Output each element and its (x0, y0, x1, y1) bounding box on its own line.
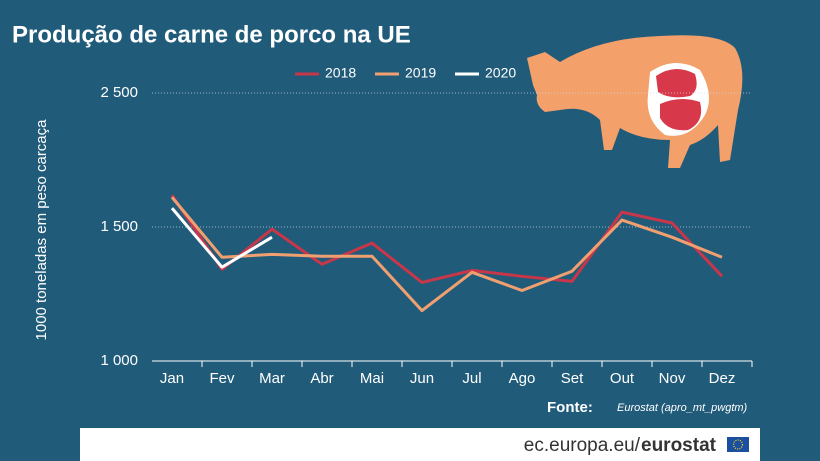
y-tick-label: 2 500 (100, 84, 138, 101)
line-series (170, 194, 724, 284)
eu-flag (727, 437, 749, 452)
y-axis-label: 1000 toneladas em peso carcaça (33, 119, 50, 341)
y-tick-label: 1 500 (100, 218, 138, 235)
footer-brand: eurostat (641, 435, 717, 456)
x-tick-label: Jul (462, 370, 481, 387)
x-tick-label: Mai (360, 370, 384, 387)
x-tick-label: Out (610, 370, 635, 387)
line-series (170, 196, 723, 313)
legend-label: 2018 (325, 65, 356, 81)
x-tick-label: Ago (509, 370, 536, 387)
line-series (170, 207, 273, 269)
x-tick-label: Jan (160, 370, 184, 387)
y-tick-label: 1 000 (100, 352, 138, 369)
x-tick-label: Nov (659, 370, 686, 387)
footer-band (80, 428, 760, 461)
legend-label: 2019 (405, 65, 436, 81)
x-tick-label: Dez (709, 370, 736, 387)
pig-illustration (527, 35, 743, 169)
legend-label: 2020 (485, 65, 516, 81)
source: Eurostat (apro_mt_pwgtm) (617, 402, 748, 414)
x-tick-label: Set (561, 370, 584, 387)
x-tick-label: Jun (410, 370, 434, 387)
chart-title: Produção de carne de porco na UE (12, 21, 411, 48)
footer-domain: ec.europa.eu/ (524, 435, 641, 456)
x-tick-label: Mar (259, 370, 285, 387)
x-tick-label: Abr (310, 370, 333, 387)
x-tick-label: Fev (209, 370, 235, 387)
source-label: Fonte: (547, 399, 593, 416)
